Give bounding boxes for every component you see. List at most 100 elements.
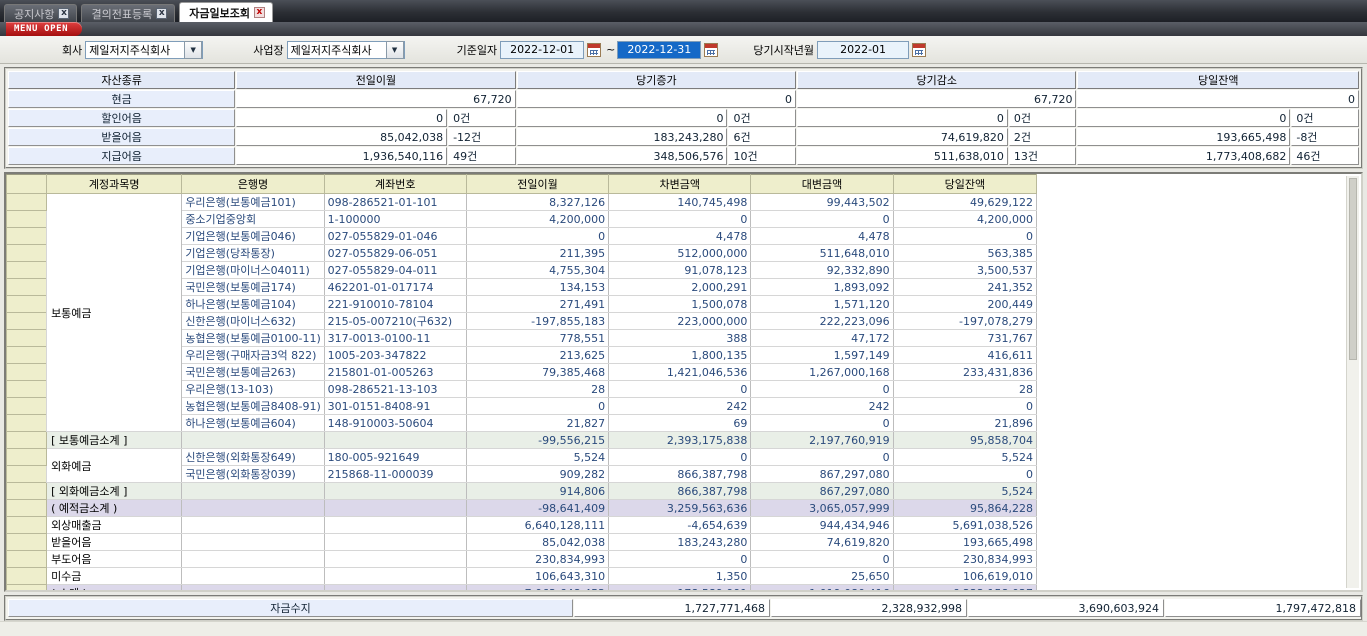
table-row[interactable]: 국민은행(보통예금174) 462201-01-017174 134,153 2,00… xyxy=(6,278,1038,296)
calendar-icon[interactable] xyxy=(912,42,927,57)
row-marker-cell[interactable] xyxy=(6,533,48,551)
table-row[interactable]: 우리은행(구매자금3억 822) 1005-203-347822 213,625 1,… xyxy=(6,346,1038,364)
summary-increase-amount: 0 xyxy=(516,90,797,108)
table-row[interactable]: 농협은행(보통예금0100-11) 317-0013-0100-11 778,551… xyxy=(6,329,1038,347)
summary-row-receivable-note[interactable]: 받을어음 85,042,038 -12건 183,243,280 6건 74,6… xyxy=(8,128,1359,146)
table-row[interactable]: 외화예금 신한은행(외화통장649) 180-005-921649 5,524 0 0 5,… xyxy=(6,448,1038,483)
cell-debit-amount: 512,000,000 xyxy=(608,244,752,262)
footer-table: 자금수지 1,727,771,468 2,328,932,998 3,690,6… xyxy=(7,598,1362,618)
cell-carryover: 7,062,648,452 xyxy=(465,584,610,590)
cell-account-name: 외상매출금 xyxy=(46,516,183,534)
row-marker-cell[interactable] xyxy=(6,346,48,364)
cell-balance: 193,665,498 xyxy=(892,533,1038,551)
chevron-down-icon[interactable]: ▼ xyxy=(385,40,404,59)
cell-bank-name: 국민은행(보통예금263) xyxy=(181,363,325,381)
row-marker-cell[interactable] xyxy=(6,193,48,211)
detail-grid: 계정과목명 은행명 계좌번호 전일이월 차변금액 대변금액 당일잔액 보통예금 우… xyxy=(6,174,1038,590)
row-marker-cell[interactable] xyxy=(6,312,48,330)
table-row[interactable]: 보통예금 우리은행(보통예금101) 098-286521-01-101 8,327,… xyxy=(6,193,1038,432)
row-marker-cell[interactable] xyxy=(6,414,48,432)
row-marker-cell[interactable] xyxy=(6,584,48,590)
row-marker-cell[interactable] xyxy=(6,261,48,279)
row-marker-cell[interactable] xyxy=(6,363,48,381)
table-row[interactable]: 미수금 106,643,310 1,350 25,650 106,619,010 xyxy=(6,567,1038,585)
cell-carryover: 271,491 xyxy=(465,295,610,313)
table-row[interactable]: 국민은행(외화통장039) 215868-11-000039 909,282 866,… xyxy=(6,465,1038,483)
table-row[interactable]: [ 외화예금소계 ] 914,806 866,387,798 867,297,080 5… xyxy=(6,482,1038,500)
scrollbar-thumb[interactable] xyxy=(1349,178,1357,360)
calendar-icon[interactable] xyxy=(587,42,602,57)
table-row[interactable]: 기업은행(보통예금046) 027-055829-01-046 0 4,478 4,47… xyxy=(6,227,1038,245)
detail-header-debit[interactable]: 차변금액 xyxy=(608,174,752,194)
table-row[interactable]: 우리은행(13-103) 098-286521-13-103 28 0 0 28 xyxy=(6,380,1038,398)
cell-balance: 200,449 xyxy=(892,295,1038,313)
summary-header-decrease: 당기감소 xyxy=(797,71,1077,89)
cell-debit-amount: 1,500,078 xyxy=(608,295,752,313)
row-marker-cell[interactable] xyxy=(6,244,48,262)
row-marker-cell[interactable] xyxy=(6,482,48,500)
tab-notice[interactable]: 공지사항 x xyxy=(4,4,78,22)
table-row[interactable]: 기업은행(마이너스04011) 027-055829-04-011 4,755,30… xyxy=(6,261,1038,279)
company-label: 회사 xyxy=(62,43,83,57)
row-marker-cell[interactable] xyxy=(6,210,48,228)
table-row[interactable]: [ 보통예금소계 ] -99,556,215 2,393,175,838 2,197,… xyxy=(6,431,1038,449)
row-marker-cell[interactable] xyxy=(6,550,48,568)
table-row[interactable]: 하나은행(보통예금604) 148-910003-50604 21,827 69 0 21… xyxy=(6,414,1038,432)
summary-row-discount-note[interactable]: 할인어음 0 0건 0 0건 0 0건 0 0건 xyxy=(8,109,1359,127)
detail-header-carryover[interactable]: 전일이월 xyxy=(465,174,610,194)
chevron-down-icon[interactable]: ▼ xyxy=(184,40,203,59)
summary-row-label: 할인어음 xyxy=(8,109,236,127)
table-row[interactable]: 농협은행(보통예금8408-91) 301-0151-8408-91 0 242 242… xyxy=(6,397,1038,415)
detail-header-account-no[interactable]: 계좌번호 xyxy=(323,174,467,194)
table-row[interactable]: 외상매출금 6,640,128,111 -4,654,639 944,434,946 5… xyxy=(6,516,1038,534)
row-marker-cell[interactable] xyxy=(6,380,48,398)
table-row[interactable]: 기업은행(당좌통장) 027-055829-06-051 211,395 512,00… xyxy=(6,244,1038,262)
row-marker-cell[interactable] xyxy=(6,499,48,517)
detail-header-account-name[interactable]: 계정과목명 xyxy=(46,174,183,194)
close-icon[interactable]: x xyxy=(253,7,265,18)
grid-vertical-scrollbar[interactable] xyxy=(1346,176,1359,588)
row-marker-cell[interactable] xyxy=(6,448,48,466)
menu-open-button[interactable]: MENU OPEN xyxy=(6,22,83,36)
detail-header-balance[interactable]: 당일잔액 xyxy=(892,174,1038,194)
table-row[interactable]: 하나은행(보통예금104) 221-910010-78104 271,491 1,50… xyxy=(6,295,1038,313)
row-marker-cell[interactable] xyxy=(6,295,48,313)
table-row[interactable]: 부도어음 230,834,993 0 0 230,834,993 xyxy=(6,550,1038,568)
table-row[interactable]: ( 예적금소계 ) -98,641,409 3,259,563,636 3,065,0… xyxy=(6,499,1038,517)
cell-account-no xyxy=(323,533,467,551)
tab-voucher-entry[interactable]: 결의전표등록 x xyxy=(81,4,176,22)
row-marker-cell[interactable] xyxy=(6,465,48,483)
cell-account-no: 301-0151-8408-91 xyxy=(323,397,467,415)
row-marker-cell[interactable] xyxy=(6,431,48,449)
row-marker-cell[interactable] xyxy=(6,329,48,347)
detail-header-bank-name[interactable]: 은행명 xyxy=(181,174,325,194)
base-date-to-input[interactable]: 2022-12-31 xyxy=(617,40,702,59)
summary-row-payable-note[interactable]: 지급어음 1,936,540,116 49건 348,506,576 10건 5… xyxy=(8,147,1359,165)
row-marker-cell[interactable] xyxy=(6,567,48,585)
base-date-from-input[interactable]: 2022-12-01 xyxy=(500,40,585,59)
close-icon[interactable]: x xyxy=(156,8,168,19)
cell-credit-amount: 1,597,149 xyxy=(750,346,894,364)
row-marker-cell[interactable] xyxy=(6,397,48,415)
table-row[interactable]: 받을어음 85,042,038 183,243,280 74,619,820 193,6… xyxy=(6,533,1038,551)
tab-fund-daily-report[interactable]: 자금일보조회 x xyxy=(179,2,273,22)
summary-prev-amount: 85,042,038 xyxy=(236,128,448,146)
table-row[interactable]: ( 소계 ) 7,062,648,452178,589,9911,019,080,… xyxy=(6,584,1038,590)
cell-carryover: 21,827 xyxy=(465,414,610,432)
fiscal-start-input[interactable]: 2022-01 xyxy=(817,40,910,59)
cell-bank-name xyxy=(181,482,325,500)
row-marker-cell[interactable] xyxy=(6,516,48,534)
cell-credit-amount: 3,065,057,999 xyxy=(750,499,894,517)
row-marker-cell[interactable] xyxy=(6,227,48,245)
table-row[interactable]: 중소기업중앙회 1-100000 4,200,000 0 0 4,200,000 xyxy=(6,210,1038,228)
row-marker-cell[interactable] xyxy=(6,278,48,296)
cell-carryover: 0 xyxy=(465,227,610,245)
cell-balance: 563,385 xyxy=(892,244,1038,262)
summary-row-cash[interactable]: 현금 67,720 0 67,720 0 xyxy=(8,90,1359,108)
close-icon[interactable]: x xyxy=(58,8,70,19)
site-select[interactable]: 제일저지주식회사 ▼ xyxy=(286,40,405,59)
calendar-icon[interactable] xyxy=(704,42,719,57)
detail-header-credit[interactable]: 대변금액 xyxy=(750,174,894,194)
company-select[interactable]: 제일저지주식회사 ▼ xyxy=(85,40,204,59)
cell-balance: 3,500,537 xyxy=(892,261,1038,279)
